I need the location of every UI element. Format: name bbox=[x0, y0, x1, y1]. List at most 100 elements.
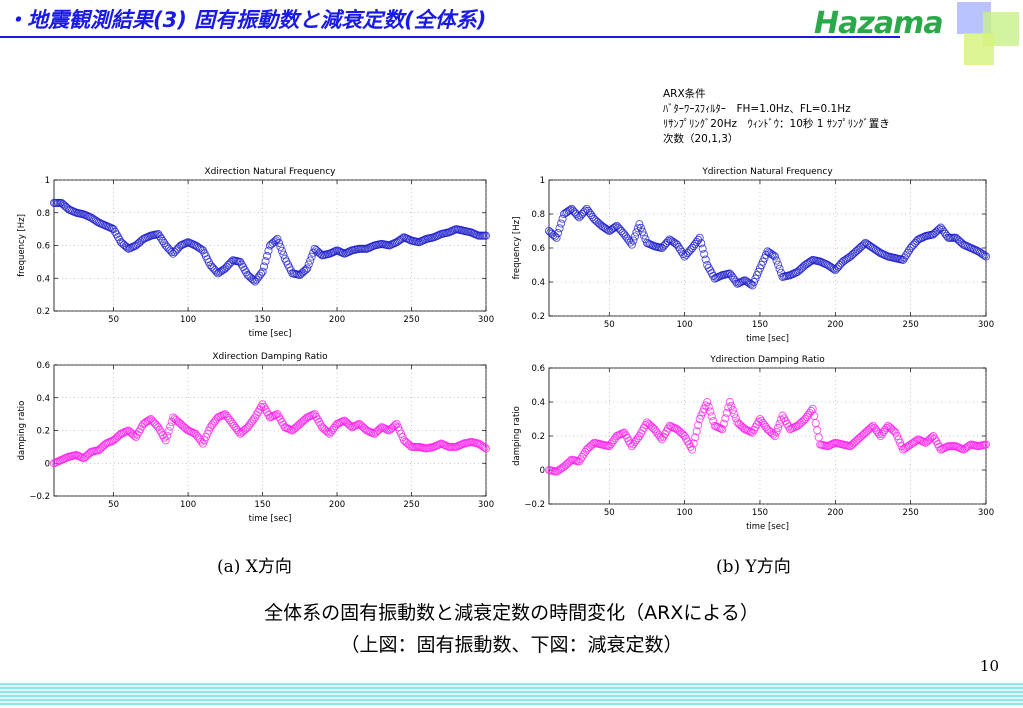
y-freq-data-point bbox=[930, 228, 939, 238]
y-damp-data-point bbox=[868, 421, 878, 430]
y-freq-data-point bbox=[581, 206, 590, 215]
x-freq-xtick-label: 100 bbox=[180, 315, 196, 325]
slide-title: ・地震観測結果(3) 固有振動数と減衰定数(全体系) bbox=[6, 8, 487, 32]
y-damp-data-point bbox=[727, 402, 736, 411]
x-damp-xtick-label: 300 bbox=[478, 500, 494, 510]
y-damp-data-point bbox=[718, 425, 727, 434]
y-damp-data-point bbox=[688, 445, 697, 454]
x-freq-ytick-label: 0.4 bbox=[36, 274, 50, 284]
y-damp-data-point bbox=[676, 427, 685, 436]
arx-conditions: ARX条件 ﾊﾞﾀｰﾜｰｽﾌｨﾙﾀｰ FH=1.0Hz、FL=0.1Hz ﾘｻﾝ… bbox=[663, 87, 890, 147]
y-freq-data-point bbox=[829, 265, 838, 274]
x-freq-xtick-label: 150 bbox=[254, 315, 270, 325]
y-damp-data-point bbox=[884, 421, 893, 430]
y-freq-data-point bbox=[691, 239, 700, 248]
x-freq-ytick-label: 0.8 bbox=[36, 209, 50, 219]
y-damp-data-point bbox=[584, 444, 593, 453]
y-damp-ytick-label: −0.2 bbox=[524, 500, 545, 510]
x-freq-data-point bbox=[276, 242, 285, 251]
y-freq-data-point bbox=[553, 228, 563, 238]
x-freq-ylabel: frequency [Hz] bbox=[17, 214, 27, 277]
y-freq-data-point bbox=[727, 271, 736, 280]
y-freq-data-point bbox=[701, 255, 710, 264]
y-freq-data-point bbox=[591, 216, 600, 225]
x-freq-data-point bbox=[155, 232, 164, 241]
x-damp-data-point bbox=[324, 428, 333, 437]
y-damp-data-point bbox=[576, 455, 585, 464]
y-freq-data-point bbox=[674, 242, 683, 252]
y-damp-data-point bbox=[679, 430, 688, 439]
y-damp-data-point bbox=[865, 424, 875, 433]
y-freq-ytick-label: 1 bbox=[540, 176, 545, 186]
x-damp-data-point bbox=[164, 427, 173, 436]
x-damp-data-point bbox=[152, 421, 161, 430]
x-freq-xtick-label: 250 bbox=[403, 315, 419, 325]
y-damp-data-point bbox=[757, 416, 766, 426]
y-freq-data-point bbox=[629, 236, 638, 245]
x-damp-data-point bbox=[240, 425, 249, 434]
x-freq-points bbox=[49, 198, 491, 286]
y-freq-data-point bbox=[584, 206, 593, 215]
y-damp-xtick-label: 200 bbox=[827, 508, 843, 518]
y-damp-data-point bbox=[563, 459, 572, 468]
y-freq-ylabel: frequency [Hz] bbox=[512, 217, 522, 280]
arx-order: 次数（20,1,3） bbox=[663, 133, 739, 145]
y-freq-data-point bbox=[725, 269, 734, 278]
y-damp-data-point bbox=[877, 429, 887, 439]
y-freq-data-point bbox=[903, 248, 912, 257]
y-freq-data-point bbox=[929, 230, 938, 239]
y-damp-data-point bbox=[924, 436, 933, 445]
y-damping-chart: Ydirection Damping Ratio 50 100 150 200 250 30… bbox=[512, 355, 994, 532]
y-damp-data-point bbox=[719, 419, 728, 428]
y-freq-data-point bbox=[692, 237, 701, 246]
y-damp-data-point bbox=[861, 428, 870, 437]
footer-band bbox=[0, 683, 1023, 705]
y-damp-data-point bbox=[579, 450, 588, 459]
y-damp-data-point bbox=[755, 414, 765, 424]
y-damp-data-point bbox=[706, 407, 715, 416]
x-damp-data-point bbox=[234, 427, 243, 436]
title-underline bbox=[0, 36, 900, 38]
arx-filter: ﾊﾞﾀｰﾜｰｽﾌｨﾙﾀｰ FH=1.0Hz、FL=0.1Hz bbox=[663, 103, 851, 115]
y-freq-data-point bbox=[697, 239, 706, 248]
y-freq-ytick-label: 0.2 bbox=[531, 312, 545, 322]
y-freq-data-point bbox=[544, 226, 554, 236]
x-freq-data-point bbox=[274, 238, 283, 247]
x-damp-ytick-label: −0.2 bbox=[29, 492, 50, 502]
y-damp-ytick-label: 0.2 bbox=[531, 432, 545, 442]
y-freq-data-point bbox=[980, 251, 989, 260]
y-damp-data-point bbox=[674, 426, 683, 435]
x-freq-data-point bbox=[261, 257, 270, 266]
y-freq-data-point bbox=[773, 260, 783, 269]
y-damp-ytick-label: 0 bbox=[540, 466, 545, 476]
y-freq-data-point bbox=[954, 236, 963, 245]
y-freq-data-point bbox=[698, 244, 707, 253]
y-damp-data-point bbox=[578, 452, 587, 461]
y-freq-data-point bbox=[981, 252, 991, 261]
y-freq-data-point bbox=[620, 230, 629, 239]
x-damp-data-point bbox=[145, 415, 154, 425]
y-damp-data-point bbox=[645, 421, 655, 430]
y-damp-data-point bbox=[772, 427, 781, 436]
y-damp-data-point bbox=[871, 425, 881, 434]
summary-line-1: 全体系の固有振動数と減衰定数の時間変化（ARXによる） bbox=[264, 602, 759, 624]
y-damp-data-point bbox=[703, 397, 712, 407]
x-freq-data-point bbox=[309, 248, 318, 257]
arx-sampling: ﾘｻﾝﾌﾟﾘﾝｸﾞ20Hz ｳｨﾝﾄﾞｳ：10秒 1 ｻﾝﾌﾟﾘﾝｸﾞ置き bbox=[663, 118, 890, 130]
x-freq-xtick-label: 300 bbox=[478, 315, 494, 325]
y-damp-data-point bbox=[725, 397, 734, 407]
y-damp-data-point bbox=[923, 437, 932, 446]
y-freq-data-point bbox=[902, 251, 911, 260]
y-freq-data-point bbox=[899, 255, 908, 264]
y-damp-data-point bbox=[694, 421, 703, 430]
y-freq-data-point bbox=[953, 235, 962, 244]
y-freq-xtick-label: 100 bbox=[677, 320, 693, 330]
y-damp-data-point bbox=[793, 421, 802, 430]
y-damp-data-point bbox=[730, 410, 739, 419]
x-freq-data-point bbox=[264, 246, 273, 255]
y-freq-data-point bbox=[638, 227, 647, 236]
y-freq-data-point bbox=[688, 243, 697, 253]
y-damp-data-point bbox=[633, 433, 642, 443]
y-freq-data-point bbox=[941, 229, 950, 238]
x-freq-data-point bbox=[303, 264, 312, 273]
